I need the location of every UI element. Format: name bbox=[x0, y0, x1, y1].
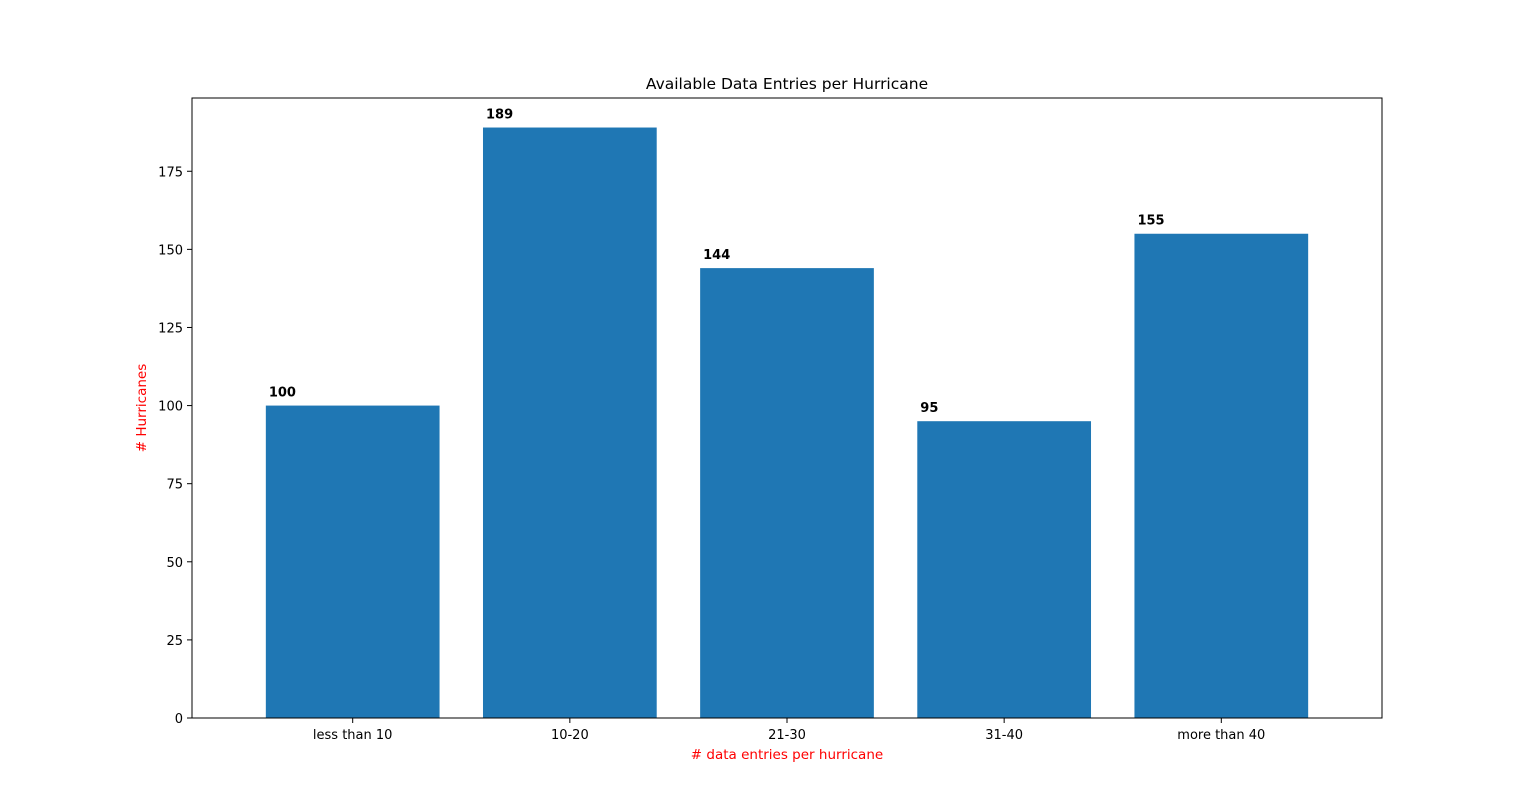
y-axis-label: # Hurricanes bbox=[134, 364, 150, 453]
data-label-5: 155 bbox=[1137, 214, 1164, 229]
data-label-3: 144 bbox=[703, 248, 730, 263]
x-axis: less than 10 10-20 21-30 31-40 more than 40 bbox=[313, 718, 1265, 743]
bar-2 bbox=[482, 127, 657, 719]
y-tick-label: 75 bbox=[166, 478, 183, 493]
data-label-2: 189 bbox=[486, 108, 513, 123]
y-tick-label: 175 bbox=[158, 165, 183, 180]
y-tick-label: 125 bbox=[158, 321, 183, 336]
bar-1 bbox=[265, 405, 440, 718]
y-tick-label: 100 bbox=[158, 400, 183, 415]
data-labels-group: 100 189 144 95 155 bbox=[269, 108, 1165, 417]
data-label-1: 100 bbox=[269, 386, 296, 401]
x-tick-label: 31-40 bbox=[985, 728, 1023, 743]
bar-5 bbox=[1134, 233, 1309, 718]
bars-group bbox=[265, 127, 1309, 719]
x-tick-label: less than 10 bbox=[313, 728, 393, 743]
x-tick-label: more than 40 bbox=[1177, 728, 1265, 743]
bar-4 bbox=[917, 421, 1092, 718]
x-axis-label: # data entries per hurricane bbox=[691, 747, 883, 763]
chart-title: Available Data Entries per Hurricane bbox=[646, 75, 928, 93]
y-axis: 0 25 50 75 100 125 150 175 bbox=[158, 165, 192, 727]
bar-3 bbox=[700, 268, 874, 718]
y-tick-label: 25 bbox=[166, 634, 183, 649]
y-tick-label: 150 bbox=[158, 243, 183, 258]
y-tick-label: 50 bbox=[166, 556, 183, 571]
x-tick-label: 10-20 bbox=[551, 728, 589, 743]
y-tick-label: 0 bbox=[175, 712, 183, 727]
x-tick-label: 21-30 bbox=[768, 728, 806, 743]
data-label-4: 95 bbox=[920, 401, 938, 416]
